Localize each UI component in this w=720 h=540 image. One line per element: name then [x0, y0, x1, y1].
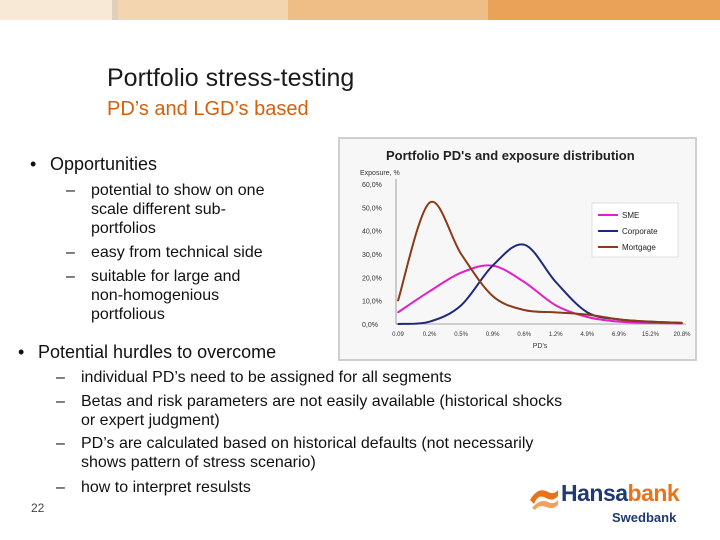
y-tick-label: 20,0% — [362, 275, 382, 282]
data-point-mortgage — [460, 253, 462, 255]
opportunity-item-2: – easy from technical side — [66, 243, 306, 262]
data-point-sme — [460, 271, 462, 274]
hurdle-line: how to interpret resulsts — [81, 479, 251, 496]
opportunity-line: non-homogenious — [91, 287, 220, 304]
data-point-sme — [397, 311, 399, 314]
opportunity-line: suitable for large and — [91, 268, 241, 285]
y-axis-label: Exposure, % — [360, 170, 400, 177]
legend-label: SME — [622, 211, 639, 220]
slide-subtitle: PD’s and LGD’s based — [107, 98, 309, 120]
hurdle-line: Betas and risk parameters are not easily… — [81, 393, 563, 410]
x-tick-label: 0.9% — [486, 332, 500, 338]
logo-emblem-icon — [530, 490, 558, 510]
data-point-mortgage — [618, 318, 620, 321]
logo-brand-a: Hansa — [561, 480, 628, 506]
series-line-mortgage — [397, 200, 683, 324]
data-point-mortgage — [681, 322, 683, 324]
slide-title: Portfolio stress-testing — [107, 64, 355, 92]
x-tick-label: 0.5% — [454, 332, 468, 338]
x-tick-label: 4.9% — [580, 332, 594, 338]
hurdle-line: or expert judgment) — [81, 412, 220, 429]
opportunity-item-3: – suitable for large and non-homogenious… — [66, 267, 306, 324]
exposure-chart: Portfolio PD's and exposure distribution… — [338, 137, 697, 361]
data-point-sme — [523, 281, 526, 283]
y-tick-label: 0,0% — [362, 322, 378, 329]
logo-subtext: Swedbank — [612, 510, 677, 525]
dash-marker: – — [56, 435, 65, 452]
hurdle-item-2: – Betas and risk parameters are not easi… — [56, 392, 656, 430]
opportunity-line: portfolious — [91, 306, 165, 323]
opportunity-line: easy from technical side — [91, 244, 263, 261]
top-color-bar — [0, 0, 720, 20]
data-point-mortgage — [586, 313, 589, 316]
data-point-mortgage — [554, 311, 557, 314]
dash-marker: – — [56, 479, 65, 496]
x-tick-label: 1.2% — [549, 332, 563, 338]
data-point-corporate — [397, 323, 399, 325]
logo-brand-b: bank — [627, 480, 680, 506]
bullet-label: Opportunities — [50, 154, 158, 174]
hurdle-line: PD’s are calculated based on historical … — [81, 435, 534, 452]
x-tick-label: 0.6% — [517, 332, 531, 338]
y-tick-label: 40,0% — [362, 229, 382, 236]
hurdle-line: individual PD’s need to be assigned for … — [81, 369, 452, 386]
y-tick-label: 10,0% — [362, 299, 382, 306]
dash-marker: – — [56, 369, 65, 386]
opportunity-line: potential to show on one — [91, 182, 265, 199]
bullet-hurdles: • Potential hurdles to overcome — [18, 342, 276, 363]
hurdle-item-3: – PD’s are calculated based on historica… — [56, 434, 656, 472]
data-point-corporate — [491, 264, 494, 267]
data-point-corporate — [460, 304, 462, 307]
data-point-mortgage — [397, 299, 399, 302]
data-point-mortgage — [428, 201, 431, 204]
x-axis-label: PD's — [533, 343, 548, 350]
y-tick-label: 50,0% — [362, 205, 382, 212]
page-number: 22 — [31, 501, 45, 515]
opportunity-item-1: – potential to show on one scale differe… — [66, 181, 306, 238]
bullet-label: Potential hurdles to overcome — [38, 342, 277, 362]
bullet-opportunities: • Opportunities — [30, 154, 157, 175]
data-point-mortgage — [523, 309, 526, 311]
data-point-corporate — [428, 320, 431, 323]
y-tick-label: 30,0% — [362, 252, 382, 259]
x-tick-label: 0.2% — [423, 332, 437, 338]
dash-marker: – — [66, 244, 75, 261]
chart-title: Portfolio PD's and exposure distribution — [386, 148, 635, 163]
x-tick-label: 15.2% — [642, 332, 660, 338]
opportunity-line: scale different sub- — [91, 201, 226, 218]
dash-marker: – — [56, 393, 65, 410]
dash-marker: – — [66, 268, 75, 285]
data-point-corporate — [586, 311, 589, 314]
data-point-sme — [586, 316, 589, 318]
x-tick-label: 6.9% — [612, 332, 626, 338]
hurdle-item-4: – how to interpret resulsts — [56, 478, 656, 497]
data-point-sme — [618, 320, 620, 323]
hurdle-line: shows pattern of stress scenario) — [81, 454, 316, 471]
x-tick-label: 20.8% — [673, 332, 691, 338]
opportunity-line: portfolios — [91, 220, 156, 237]
data-point-mortgage — [649, 320, 652, 323]
series-line-sme — [397, 264, 683, 325]
chart-plot: Exposure, % 60,0% 50,0% 40,0% 30,0% 20,0% 10,0… — [360, 170, 691, 350]
hurdle-item-1: – individual PD’s need to be assigned fo… — [56, 368, 656, 387]
data-point-sme — [554, 304, 557, 307]
dash-marker: – — [66, 182, 75, 199]
bullet-dot: • — [18, 342, 25, 362]
legend-label: Mortgage — [622, 243, 656, 252]
data-point-corporate — [523, 243, 526, 246]
logo-wordmark: Hansabank — [561, 480, 680, 507]
data-point-sme — [428, 290, 431, 293]
x-tick-label: 0.09 — [392, 332, 404, 338]
hansabank-logo: Hansabank Swedbank — [528, 478, 688, 530]
data-point-corporate — [554, 281, 557, 283]
legend-label: Corporate — [622, 227, 658, 236]
bullet-dot: • — [30, 154, 37, 174]
data-point-mortgage — [491, 295, 494, 297]
y-tick-label: 60,0% — [362, 182, 382, 189]
